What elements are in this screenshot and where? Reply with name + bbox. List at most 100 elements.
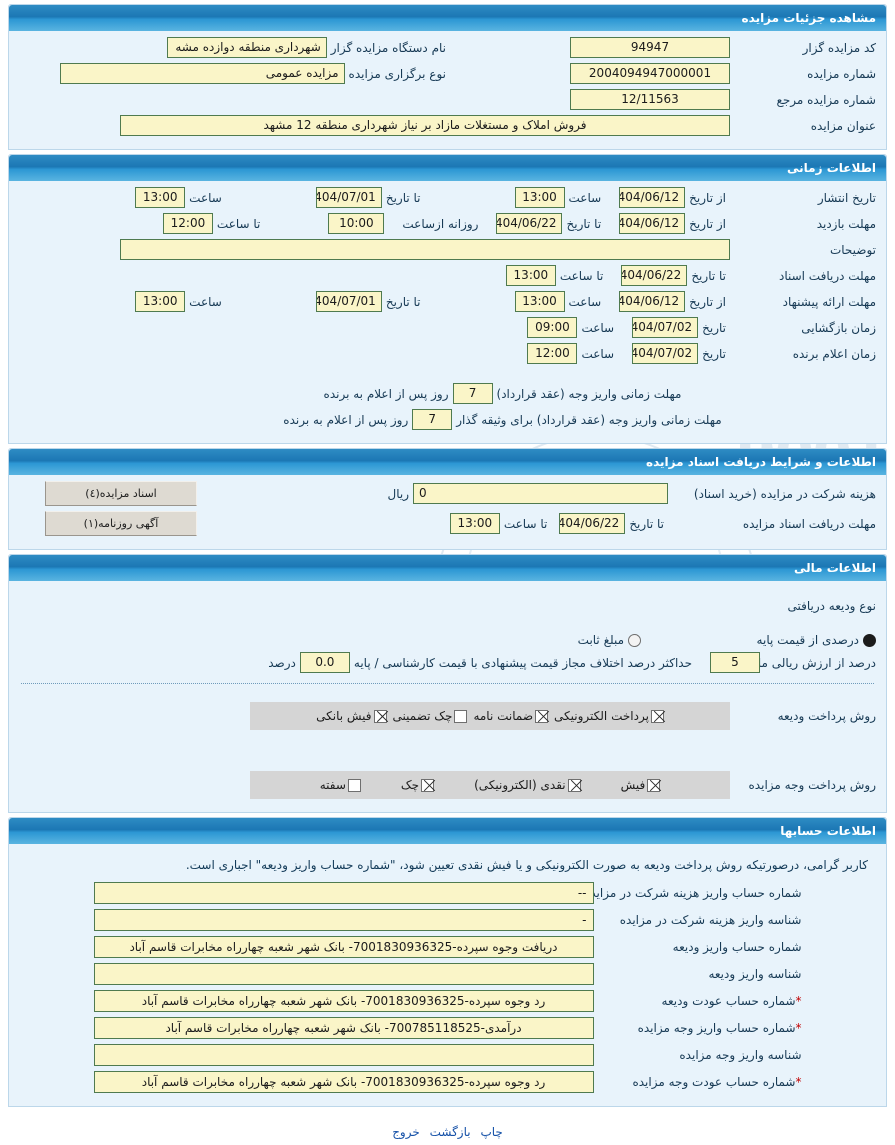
max-diff-value: 0.0 xyxy=(299,652,350,673)
organizer-value: شهرداری منطقه دوازده مشه xyxy=(166,37,327,58)
deposit-method-guaranteed-check-checkbox[interactable] xyxy=(454,709,468,723)
financial-info-panel: اطلاعات مالی نوع ودیعه دریافتی درصدی از … xyxy=(8,554,887,813)
financial-info-header: اطلاعات مالی xyxy=(9,555,886,581)
account-row-auction-payment-id: شناسه واریز وجه مزایده xyxy=(15,1044,880,1066)
row-subject: عنوان مزایده فروش املاک و مستغلات مازاد … xyxy=(15,115,880,136)
newspaper-ad-button[interactable]: آگهی روزنامه(١) xyxy=(45,511,197,536)
auction-documents-button[interactable]: اسناد مزایده(٤) xyxy=(45,481,197,506)
docs-receipt-to-hour-label: تا ساعت xyxy=(559,268,604,283)
holding-type-value: مزایده عمومی xyxy=(59,63,345,84)
docs-receipt-label: مهلت دریافت اسناد xyxy=(778,268,876,283)
publish-to-hour: 13:00 xyxy=(135,187,186,208)
participation-cost-label: هزینه شرکت در مزایده (خرید اسناد) xyxy=(693,486,876,501)
docs-info-header: اطلاعات و شرایط دریافت اسناد مزایده xyxy=(9,449,886,475)
publish-to-hour-label: ساعت xyxy=(189,190,222,205)
deposit-method-electronic-checkbox[interactable] xyxy=(650,709,664,723)
deposit-method-guaranteed-check[interactable]: چک تضمینی xyxy=(393,709,468,723)
percent-option[interactable]: درصدی از قیمت پایه xyxy=(695,633,880,647)
visit-from-date: 1404/06/12 xyxy=(619,213,686,234)
auction-number-value: 2004094947000001 xyxy=(570,63,730,84)
print-link[interactable]: چاپ xyxy=(480,1125,503,1139)
auction-payment-method-label: روش پرداخت وجه مزایده xyxy=(748,778,876,792)
row-payment-deadline-guarantor: مهلت زمانی واریز وجه (عقد قرارداد) برای … xyxy=(15,409,880,430)
publish-label: تاریخ انتشار xyxy=(817,190,876,205)
account-label-deposit-id: شناسه واریز ودیعه xyxy=(708,967,802,981)
account-row-auction-payment-return: *شماره حساب عودت وجه مزایده رد وجوه سپرد… xyxy=(15,1071,880,1093)
deposit-method-electronic[interactable]: پرداخت الکترونیکی xyxy=(554,709,664,723)
account-label-auction-payment-return: *شماره حساب عودت وجه مزایده xyxy=(594,1075,801,1089)
deposit-method-guarantee[interactable]: ضمانت نامه xyxy=(473,709,549,723)
winner-announce-date-label: تاریخ xyxy=(702,346,726,361)
row-deposit-methods: روش پرداخت ودیعه پرداخت الکترونیکی ضمانت… xyxy=(15,702,880,730)
account-row-deposit-id: شناسه واریز ودیعه xyxy=(15,963,880,985)
account-label-auction-payment: *شماره حساب واریز وجه مزایده xyxy=(594,1021,802,1035)
docs-info-title: اطلاعات و شرایط دریافت اسناد مزایده xyxy=(645,455,876,469)
description-label: توضیحات xyxy=(829,242,876,257)
auction-payment-receipt[interactable]: فیش xyxy=(621,778,661,792)
time-info-header: اطلاعات زمانی xyxy=(9,155,886,181)
percent-option-radio[interactable] xyxy=(863,633,876,647)
visit-daily-label: روزانه ازساعت xyxy=(402,216,479,231)
accounts-info-title: اطلاعات حسابها xyxy=(780,824,876,838)
row-auction-code: کد مزایده گزار 94947 نام دستگاه مزایده گ… xyxy=(15,37,880,58)
auction-details-panel: مشاهده جزئیات مزایده کد مزایده گزار 9494… xyxy=(8,4,887,150)
auction-code-value: 94947 xyxy=(570,37,730,58)
row-deposit-type: نوع ودیعه دریافتی xyxy=(15,599,880,613)
auction-payment-cash-checkbox[interactable] xyxy=(567,778,581,792)
auction-payment-cash[interactable]: نقدی (الکترونیکی) xyxy=(474,778,581,792)
account-label-auction-payment-text: شماره حساب واریز وجه مزایده xyxy=(637,1021,796,1035)
row-description: توضیحات xyxy=(15,239,880,260)
account-value-participation-cost: -- xyxy=(93,882,594,904)
winner-announce-date: 1404/07/02 xyxy=(632,343,699,364)
accounts-note: کاربر گرامی، درصورتیکه روش پرداخت ودیعه … xyxy=(185,858,868,872)
auction-payment-promissory-checkbox[interactable] xyxy=(347,778,361,792)
docs-deadline-to-date-label: تا تاریخ xyxy=(629,516,664,531)
proposal-from-hour-label: ساعت xyxy=(568,294,602,309)
auction-payment-receipt-checkbox[interactable] xyxy=(647,778,661,792)
docs-receipt-to-hour: 13:00 xyxy=(505,265,556,286)
accounts-info-panel: اطلاعات حسابها کاربر گرامی، درصورتیکه رو… xyxy=(8,817,887,1107)
publish-from-hour-label: ساعت xyxy=(568,190,602,205)
proposal-to-hour-label: ساعت xyxy=(189,294,222,309)
deposit-method-guaranteed-check-label: چک تضمینی xyxy=(392,709,453,723)
account-row-deposit-account: شماره حساب واریز ودیعه دریافت وجوه سپرده… xyxy=(15,936,880,958)
auction-payment-receipt-label: فیش xyxy=(620,778,646,792)
percent-unit-label: درصد xyxy=(268,655,296,670)
financial-info-body: نوع ودیعه دریافتی درصدی از قیمت پایه مبل… xyxy=(9,581,886,812)
account-label-participation-cost: شماره حساب واریز هزینه شرکت در مزایده xyxy=(583,886,802,900)
account-row-deposit-return: *شماره حساب عودت ودیعه رد وجوه سپرده-700… xyxy=(15,990,880,1012)
required-asterisk: * xyxy=(795,1021,802,1035)
proposal-from-date-label: از تاریخ xyxy=(689,294,726,309)
auction-code-label: کد مزایده گزار xyxy=(802,40,876,55)
fixed-option-radio[interactable] xyxy=(628,633,641,647)
auction-payment-promissory[interactable]: سفته xyxy=(320,778,361,792)
payment-deadline-days: 7 xyxy=(452,383,493,404)
deposit-method-bank-receipt[interactable]: فیش بانکی xyxy=(316,709,387,723)
publish-to-date: 1404/07/01 xyxy=(315,187,382,208)
account-row-auction-payment: *شماره حساب واریز وجه مزایده درآمدی-7007… xyxy=(15,1017,880,1039)
reference-number-label: شماره مزایده مرجع xyxy=(776,92,876,107)
fixed-option[interactable]: مبلغ ثابت xyxy=(574,633,645,647)
deposit-type-label: نوع ودیعه دریافتی xyxy=(787,599,876,613)
deposit-method-guarantee-checkbox[interactable] xyxy=(535,709,549,723)
deposit-method-guarantee-label: ضمانت نامه xyxy=(473,709,534,723)
visit-daily-to-label: تا ساعت xyxy=(216,216,261,231)
exit-link[interactable]: خروج xyxy=(392,1125,420,1139)
auction-payment-check-checkbox[interactable] xyxy=(421,778,435,792)
deposit-methods-group: پرداخت الکترونیکی ضمانت نامه چک تضمینی ف… xyxy=(250,702,730,730)
auction-payment-check[interactable]: چک xyxy=(401,778,435,792)
description-value xyxy=(120,239,730,260)
visit-from-date-label: از تاریخ xyxy=(689,216,726,231)
visit-daily-from: 10:00 xyxy=(328,213,385,234)
row-docs-deadline: مهلت دریافت اسناد مزایده تا تاریخ 1404/0… xyxy=(15,511,880,536)
opening-hour: 09:00 xyxy=(527,317,578,338)
proposal-to-date: 1404/07/01 xyxy=(315,291,382,312)
payment-deadline-guarantor-label: مهلت زمانی واریز وجه (عقد قرارداد) برای … xyxy=(456,412,722,427)
opening-hour-label: ساعت xyxy=(581,320,615,335)
back-link[interactable]: بازگشت xyxy=(429,1125,471,1139)
account-value-deposit-account: دریافت وجوه سپرده-7001830936325- بانک شه… xyxy=(93,936,594,958)
payment-deadline-guarantor-suffix: روز پس از اعلام به برنده xyxy=(283,412,409,427)
row-docs-receipt-deadline: مهلت دریافت اسناد تا تاریخ 1404/06/22 تا… xyxy=(15,265,880,286)
account-value-deposit-id xyxy=(93,963,594,985)
deposit-method-bank-receipt-checkbox[interactable] xyxy=(373,709,387,723)
